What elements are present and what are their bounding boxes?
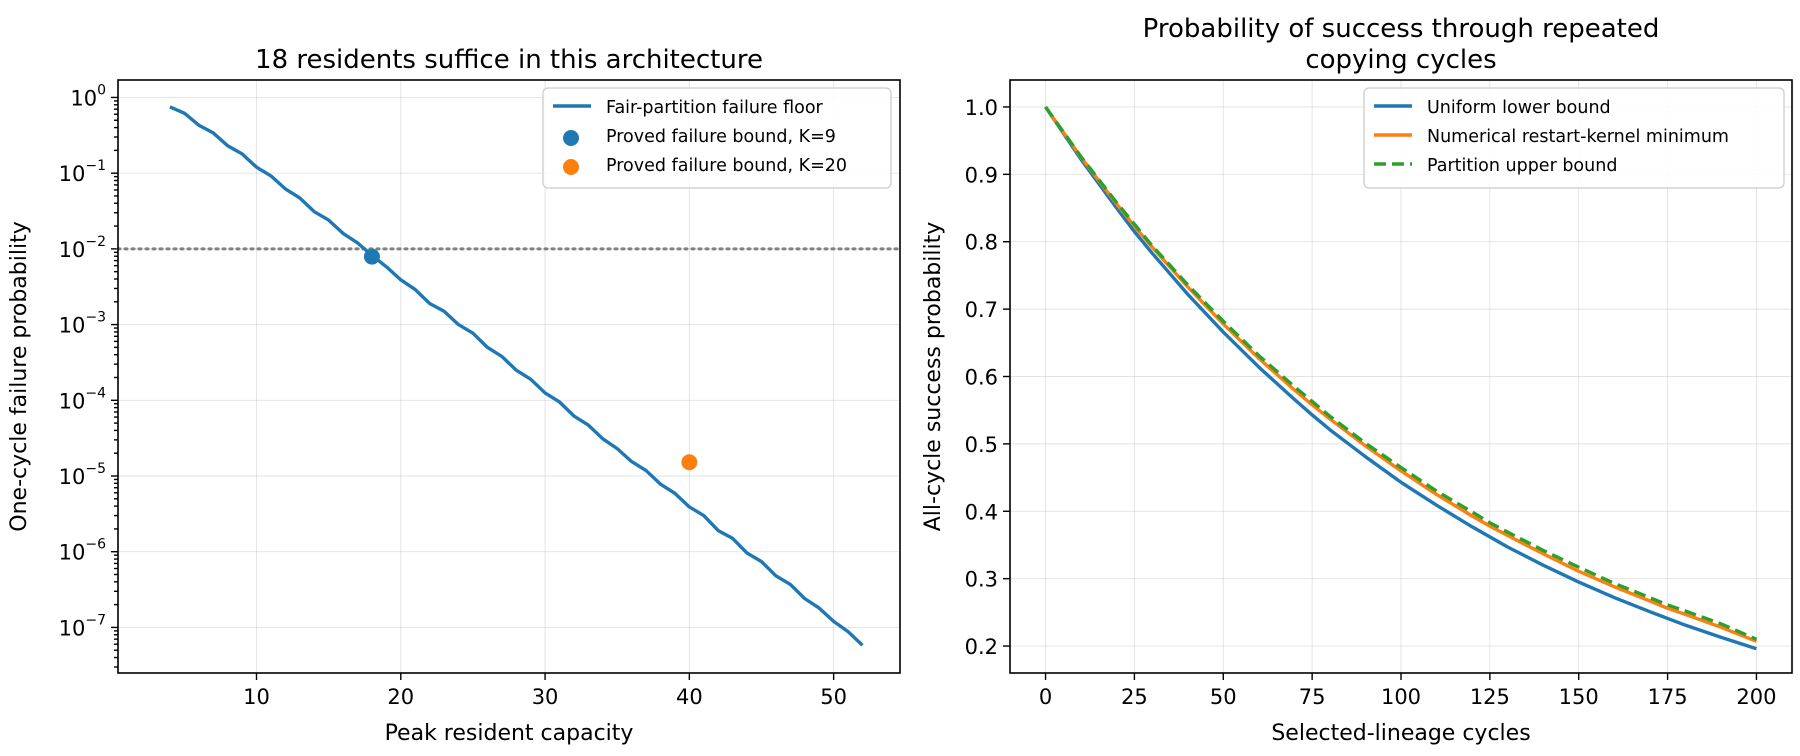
chart-title: Probability of success through repeated <box>1143 14 1660 44</box>
x-tick-label: 0 <box>1039 685 1052 709</box>
x-tick-label: 10 <box>243 685 270 709</box>
axis-ticks: 0 25 50 75 100 125 150 175 200 0.2 0.3 0.4 0.5 0.6 0.7… <box>965 96 1777 709</box>
y-tick-label: 0.2 <box>965 635 998 659</box>
right-chart-panel: 0 25 50 75 100 125 150 175 200 0.2 0.3 0.4 0.5 0.6 0.7… <box>921 14 1793 746</box>
proved-failure-bound-k-20-point <box>681 454 698 471</box>
x-tick-label: 25 <box>1121 685 1148 709</box>
plot-frame <box>1009 79 1793 674</box>
legend-label-partition-upper-bound: Partition upper bound <box>1427 156 1617 176</box>
x-tick-label: 200 <box>1736 685 1776 709</box>
y-tick-label: 10−2 <box>59 234 106 262</box>
x-tick-label: 100 <box>1381 685 1421 709</box>
x-tick-label: 50 <box>820 685 847 709</box>
chart-title: copying cycles <box>1305 45 1496 75</box>
legend-label-uniform-lower-bound: Uniform lower bound <box>1427 98 1611 118</box>
x-axis-label: Selected-lineage cycles <box>1271 721 1530 746</box>
legend: Fair-partition failure floor Proved failu… <box>542 87 892 189</box>
y-tick-label: 0.9 <box>965 163 998 187</box>
legend-box <box>1363 87 1785 189</box>
y-tick-label: 10−3 <box>59 310 106 338</box>
y-tick-label: 0.4 <box>965 500 998 524</box>
legend-box <box>542 87 892 189</box>
y-tick-label: 0.6 <box>965 366 998 390</box>
x-tick-label: 150 <box>1559 685 1599 709</box>
y-tick-label: 100 <box>70 82 106 110</box>
y-tick-label: 0.8 <box>965 231 998 255</box>
y-tick-label: 10−1 <box>59 158 106 186</box>
x-tick-label: 50 <box>1210 685 1237 709</box>
legend-marker-proved-failure-bound-k-20 <box>563 159 579 175</box>
x-tick-label: 125 <box>1470 685 1510 709</box>
plot-area <box>1044 105 1758 651</box>
x-tick-label: 30 <box>532 685 559 709</box>
chart-title: 18 residents suffice in this architectur… <box>255 45 763 75</box>
x-tick-label: 75 <box>1299 685 1326 709</box>
proved-failure-bound-k-9-point <box>363 248 380 265</box>
legend: Uniform lower bound Numerical restart-ker… <box>1363 87 1785 189</box>
y-tick-label: 10−5 <box>59 461 106 489</box>
plot-frame <box>117 79 901 674</box>
y-tick-label: 0.7 <box>965 298 998 322</box>
legend-label-fair-partition-failure-floor: Fair-partition failure floor <box>606 98 824 118</box>
y-axis-label: One-cycle failure probability <box>7 221 32 531</box>
uniform-lower-bound-line <box>1044 105 1757 651</box>
legend-label-numerical-restart-kernel-minimum: Numerical restart-kernel minimum <box>1427 127 1729 147</box>
x-tick-label: 20 <box>387 685 414 709</box>
y-tick-label: 0.3 <box>965 568 998 592</box>
partition-upper-bound-line <box>1044 105 1758 641</box>
y-tick-label: 0.5 <box>965 433 998 457</box>
legend-label-proved-failure-bound-k-20: Proved failure bound, K=20 <box>606 156 847 176</box>
x-tick-label: 175 <box>1648 685 1688 709</box>
left-chart-panel: 10 20 30 40 50 100 10−1 10−2 10−3 10−4 10−5 10−6 10−… <box>7 45 902 746</box>
plot-area <box>169 105 864 647</box>
numerical-restart-kernel-minimum-line <box>1044 105 1758 643</box>
y-tick-label: 10−6 <box>59 537 106 565</box>
fair-partition-failure-floor-line <box>169 105 864 647</box>
y-axis-label: All-cycle success probability <box>921 222 946 532</box>
y-tick-label: 10−4 <box>59 385 106 413</box>
x-axis-label: Peak resident capacity <box>385 721 634 746</box>
y-tick-label: 1.0 <box>965 96 998 120</box>
y-tick-label: 10−7 <box>59 612 106 640</box>
x-tick-label: 40 <box>676 685 703 709</box>
legend-label-proved-failure-bound-k-9: Proved failure bound, K=9 <box>606 127 836 147</box>
legend-marker-proved-failure-bound-k-9 <box>563 130 579 146</box>
